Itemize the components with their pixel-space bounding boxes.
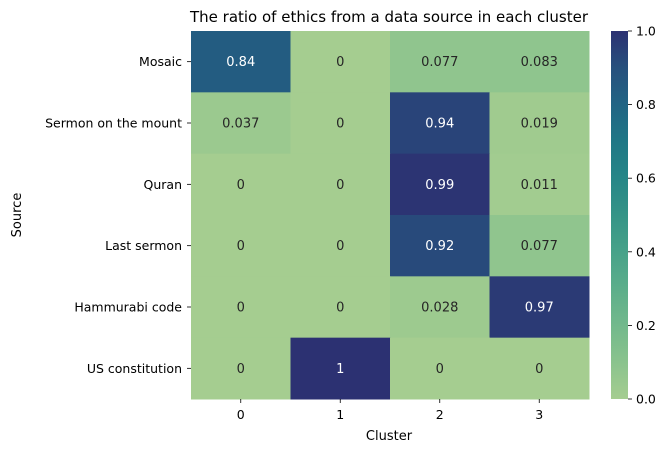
y-tick-label: Last sermon bbox=[105, 238, 182, 253]
colorbar-tick-label: 1.0 bbox=[636, 24, 656, 39]
cell-value-label: 0 bbox=[336, 55, 344, 70]
x-tick-label: 1 bbox=[336, 407, 344, 422]
colorbar-tick-label: 0.0 bbox=[636, 392, 656, 407]
cell-value-label: 0.037 bbox=[222, 117, 259, 132]
y-axis-ticks: Mosaic Sermon on the mount Quran Last sermo… bbox=[45, 54, 191, 376]
heatmap-cell bbox=[390, 215, 490, 277]
heatmap-cell bbox=[390, 337, 490, 400]
heatmap-cell bbox=[191, 215, 291, 277]
heatmap-cell bbox=[390, 31, 490, 93]
heatmap-cell bbox=[489, 153, 590, 216]
cell-value-label: 0.94 bbox=[425, 117, 454, 132]
cell-value-label: 0.92 bbox=[425, 239, 454, 254]
colorbar-tick-label: 0.2 bbox=[636, 318, 656, 333]
cell-value-label: 0.028 bbox=[421, 301, 458, 316]
chart-title: The ratio of ethics from a data source i… bbox=[189, 8, 589, 26]
heatmap-cell bbox=[290, 276, 391, 339]
y-tick-label: Sermon on the mount bbox=[45, 116, 182, 131]
cell-value-label: 0 bbox=[237, 178, 245, 193]
heatmap-cell bbox=[489, 337, 590, 400]
cell-value-label: 0.97 bbox=[525, 301, 554, 316]
cell-value-label: 0 bbox=[237, 301, 245, 316]
heatmap-cell bbox=[290, 215, 391, 277]
heatmap-cell bbox=[290, 31, 391, 93]
cell-value-label: 0.99 bbox=[425, 178, 454, 193]
heatmap-cell bbox=[290, 153, 391, 216]
x-axis-ticks: 0 1 2 3 bbox=[237, 399, 543, 422]
cell-value-label: 0 bbox=[336, 117, 344, 132]
cell-value-label: 0 bbox=[336, 239, 344, 254]
cell-value-label: 0.077 bbox=[521, 239, 558, 254]
y-tick-label: Quran bbox=[144, 177, 182, 192]
heatmap-cell bbox=[489, 215, 590, 277]
heatmap-cell bbox=[191, 153, 291, 216]
cell-value-label: 0 bbox=[436, 362, 444, 377]
y-tick-label: Mosaic bbox=[139, 54, 182, 69]
cell-value-label: 0.011 bbox=[521, 178, 558, 193]
colorbar-tick-label: 0.6 bbox=[636, 171, 656, 186]
x-tick-label: 0 bbox=[237, 407, 245, 422]
heatmap-cells: 0.84 0 0.077 0.083 0.037 0 0.94 0.019 0 0 0.99 0.01… bbox=[191, 31, 590, 400]
heatmap-cell bbox=[290, 337, 391, 400]
heatmap-cell bbox=[489, 31, 590, 93]
heatmap-cell bbox=[390, 153, 490, 216]
cell-value-label: 0 bbox=[237, 239, 245, 254]
heatmap-cell bbox=[489, 92, 590, 155]
heatmap-cell bbox=[191, 337, 291, 400]
x-tick-label: 2 bbox=[436, 407, 444, 422]
colorbar-tick-label: 0.4 bbox=[636, 244, 656, 259]
colorbar-ticks: 0.0 0.2 0.4 0.6 0.8 1.0 bbox=[628, 24, 656, 407]
heatmap-cell bbox=[191, 276, 291, 339]
cell-value-label: 0.083 bbox=[521, 55, 558, 70]
heatmap-cell bbox=[390, 276, 490, 339]
cell-value-label: 1 bbox=[336, 362, 344, 377]
colorbar-tick-label: 0.8 bbox=[636, 97, 656, 112]
cell-value-label: 0 bbox=[336, 301, 344, 316]
cell-value-label: 0 bbox=[237, 362, 245, 377]
x-axis-label: Cluster bbox=[366, 429, 413, 444]
cell-value-label: 0.077 bbox=[421, 55, 458, 70]
cell-value-label: 0.84 bbox=[226, 55, 255, 70]
x-tick-label: 3 bbox=[535, 407, 543, 422]
y-axis-label: Source bbox=[10, 193, 25, 238]
cell-value-label: 0 bbox=[336, 178, 344, 193]
y-tick-label: US constitution bbox=[87, 361, 182, 376]
heatmap-cell bbox=[290, 92, 391, 155]
heatmap-cell bbox=[191, 92, 291, 155]
heatmap-cell bbox=[489, 276, 590, 339]
colorbar bbox=[611, 31, 628, 399]
heatmap-cell bbox=[390, 92, 490, 155]
y-tick-label: Hammurabi code bbox=[74, 300, 182, 315]
cell-value-label: 0 bbox=[535, 362, 543, 377]
cell-value-label: 0.019 bbox=[521, 117, 558, 132]
heatmap-cell bbox=[191, 31, 291, 93]
